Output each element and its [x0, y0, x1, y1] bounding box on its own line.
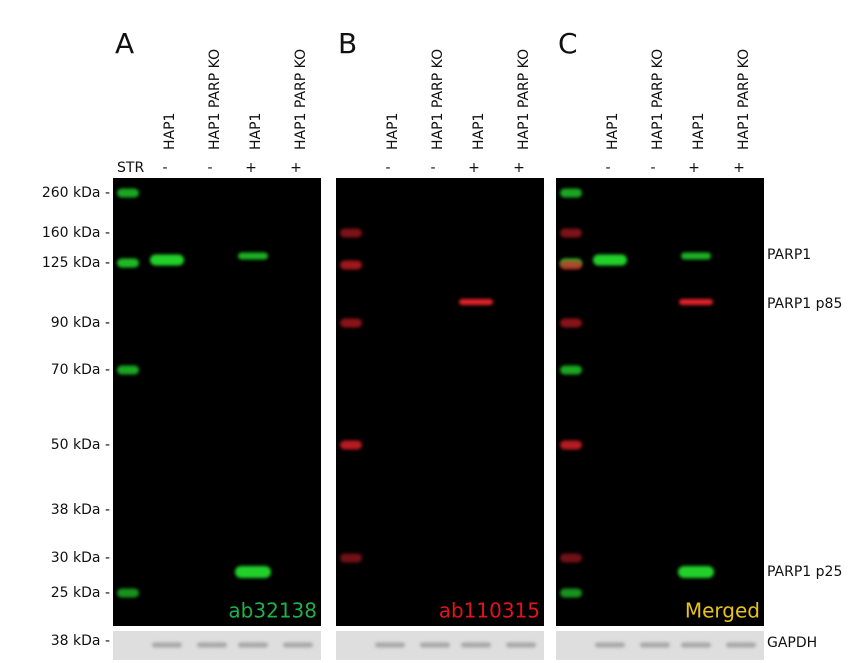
band	[340, 440, 362, 450]
treatment: +	[733, 160, 745, 176]
lane-label: HAP1	[162, 113, 178, 150]
blot	[556, 178, 764, 626]
band	[197, 642, 227, 648]
band	[560, 553, 582, 563]
lane-label: HAP1	[471, 113, 487, 150]
band	[595, 642, 625, 648]
band	[679, 299, 713, 305]
treatment: +	[245, 160, 257, 176]
marker-label: 25 kDa -	[51, 585, 110, 601]
band	[340, 228, 362, 238]
band	[560, 260, 582, 270]
band	[238, 642, 268, 648]
blot	[336, 178, 544, 626]
panel-letter: A	[115, 27, 134, 60]
band	[117, 188, 139, 198]
treatment: -	[385, 160, 390, 176]
treatment: +	[688, 160, 700, 176]
lane-label: HAP1	[691, 113, 707, 150]
marker-label: 70 kDa -	[51, 362, 110, 378]
band	[238, 252, 268, 260]
panel-letter: B	[338, 27, 357, 60]
lane-label: HAP1 PARP KO	[516, 49, 532, 150]
lane-label: HAP1 PARP KO	[293, 49, 309, 150]
lane-label: HAP1	[248, 113, 264, 150]
lane-label: HAP1 PARP KO	[207, 49, 223, 150]
band	[560, 588, 582, 598]
band	[506, 642, 536, 648]
band	[681, 642, 711, 648]
marker-label: 30 kDa -	[51, 550, 110, 566]
antibody-label: ab32138	[228, 599, 317, 623]
band	[681, 252, 711, 260]
band	[593, 254, 627, 266]
band	[560, 188, 582, 198]
band	[640, 642, 670, 648]
lane-label: HAP1 PARP KO	[736, 49, 752, 150]
treatment: -	[162, 160, 167, 176]
marker-label: 160 kDa -	[42, 225, 110, 241]
band	[678, 566, 714, 578]
band	[340, 260, 362, 270]
treatment: -	[207, 160, 212, 176]
band	[283, 642, 313, 648]
band	[117, 588, 139, 598]
band	[340, 553, 362, 563]
band-label: PARP1	[767, 247, 811, 263]
band	[117, 258, 139, 268]
antibody-label: ab110315	[439, 599, 540, 623]
band	[461, 642, 491, 648]
lane-label: HAP1 PARP KO	[430, 49, 446, 150]
band	[560, 365, 582, 375]
band	[117, 365, 139, 375]
treatment: +	[468, 160, 480, 176]
band	[152, 642, 182, 648]
band	[459, 299, 493, 305]
band	[375, 642, 405, 648]
blot	[113, 178, 321, 626]
band	[235, 566, 271, 578]
treatment: +	[290, 160, 302, 176]
loading-label: GAPDH	[767, 635, 817, 651]
marker-label: 50 kDa -	[51, 437, 110, 453]
band-label: PARP1 p25	[767, 564, 842, 580]
marker-label: 260 kDa -	[42, 185, 110, 201]
treatment: -	[605, 160, 610, 176]
band	[560, 440, 582, 450]
band	[560, 228, 582, 238]
marker-label: 90 kDa -	[51, 315, 110, 331]
band-label: PARP1 p85	[767, 296, 842, 312]
band	[420, 642, 450, 648]
lane-label: HAP1	[605, 113, 621, 150]
band	[150, 254, 184, 266]
band	[340, 318, 362, 328]
band	[560, 318, 582, 328]
marker-label: 38 kDa -	[51, 502, 110, 518]
treatment: -	[650, 160, 655, 176]
strain-label: STR	[117, 160, 144, 176]
panel-letter: C	[558, 27, 578, 60]
marker-label: 125 kDa -	[42, 255, 110, 271]
treatment: -	[430, 160, 435, 176]
loading-marker: 38 kDa -	[51, 633, 110, 649]
band	[726, 642, 756, 648]
treatment: +	[513, 160, 525, 176]
lane-label: HAP1	[385, 113, 401, 150]
lane-label: HAP1 PARP KO	[650, 49, 666, 150]
antibody-label: Merged	[685, 599, 760, 623]
